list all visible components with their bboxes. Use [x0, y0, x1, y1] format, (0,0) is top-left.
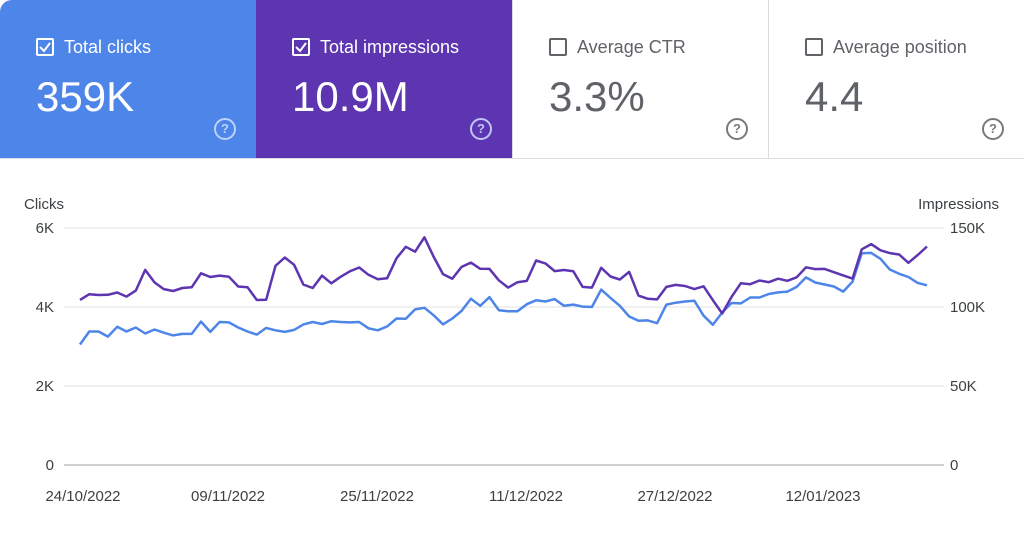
checkbox-checked-icon[interactable]	[36, 38, 54, 56]
right-tick-label: 150K	[950, 220, 985, 237]
gridlines	[64, 227, 944, 466]
right-tick-label: 100K	[950, 299, 985, 316]
x-tick-label: 27/12/2022	[637, 488, 712, 505]
metric-label: Average position	[833, 37, 967, 57]
x-tick-label: 12/01/2023	[785, 488, 860, 505]
series-lines	[78, 236, 928, 346]
help-icon[interactable]: ?	[470, 118, 492, 140]
metric-value: 4.4	[805, 73, 864, 120]
checkbox-checked-icon[interactable]	[292, 38, 310, 56]
help-icon[interactable]: ?	[726, 118, 748, 140]
metric-card-total-clicks[interactable]: Total clicks 359K ?	[0, 0, 256, 158]
x-tick-label: 11/12/2022	[489, 488, 563, 505]
checkbox-unchecked-icon[interactable]	[549, 38, 567, 56]
metric-card-average-position[interactable]: Average position 4.4 ?	[768, 0, 1024, 158]
metric-card-total-impressions[interactable]: Total impressions 10.9M ?	[256, 0, 512, 158]
right-tick-label: 50K	[950, 378, 977, 395]
metric-card-average-ctr[interactable]: Average CTR 3.3% ?	[512, 0, 768, 158]
right-axis-title: Impressions	[918, 196, 999, 213]
metric-cards: Total clicks 359K ? Total impressions 10…	[0, 0, 1024, 159]
performance-chart: Clicks Impressions 0 2K 4K 6K 0 50K 100K 150K …	[0, 159, 1024, 544]
checkbox-unchecked-icon[interactable]	[805, 38, 823, 56]
x-axis-ticks: 24/10/2022 09/11/2022 25/11/2022 11/12/2022…	[45, 488, 860, 505]
x-tick-label: 09/11/2022	[191, 488, 265, 505]
impressions-series-line	[79, 236, 928, 315]
metric-value: 10.9M	[292, 73, 409, 120]
right-tick-label: 0	[950, 457, 958, 474]
metric-label: Total impressions	[320, 37, 460, 57]
help-icon[interactable]: ?	[214, 118, 236, 140]
metric-value: 3.3%	[549, 73, 645, 120]
left-tick-label: 2K	[36, 378, 54, 395]
x-tick-label: 24/10/2022	[45, 488, 120, 505]
left-tick-label: 4K	[36, 299, 54, 316]
x-tick-label: 25/11/2022	[340, 488, 414, 505]
metric-label: Average CTR	[577, 37, 686, 57]
left-tick-label: 0	[46, 457, 54, 474]
right-axis-ticks: 0 50K 100K 150K	[950, 220, 985, 474]
help-icon[interactable]: ?	[982, 118, 1004, 140]
left-tick-label: 6K	[36, 220, 54, 237]
metric-value: 359K	[36, 73, 135, 120]
metric-label: Total clicks	[64, 37, 152, 57]
left-axis-ticks: 0 2K 4K 6K	[36, 220, 54, 474]
clicks-series-line	[78, 251, 928, 346]
left-axis-title: Clicks	[24, 196, 64, 213]
